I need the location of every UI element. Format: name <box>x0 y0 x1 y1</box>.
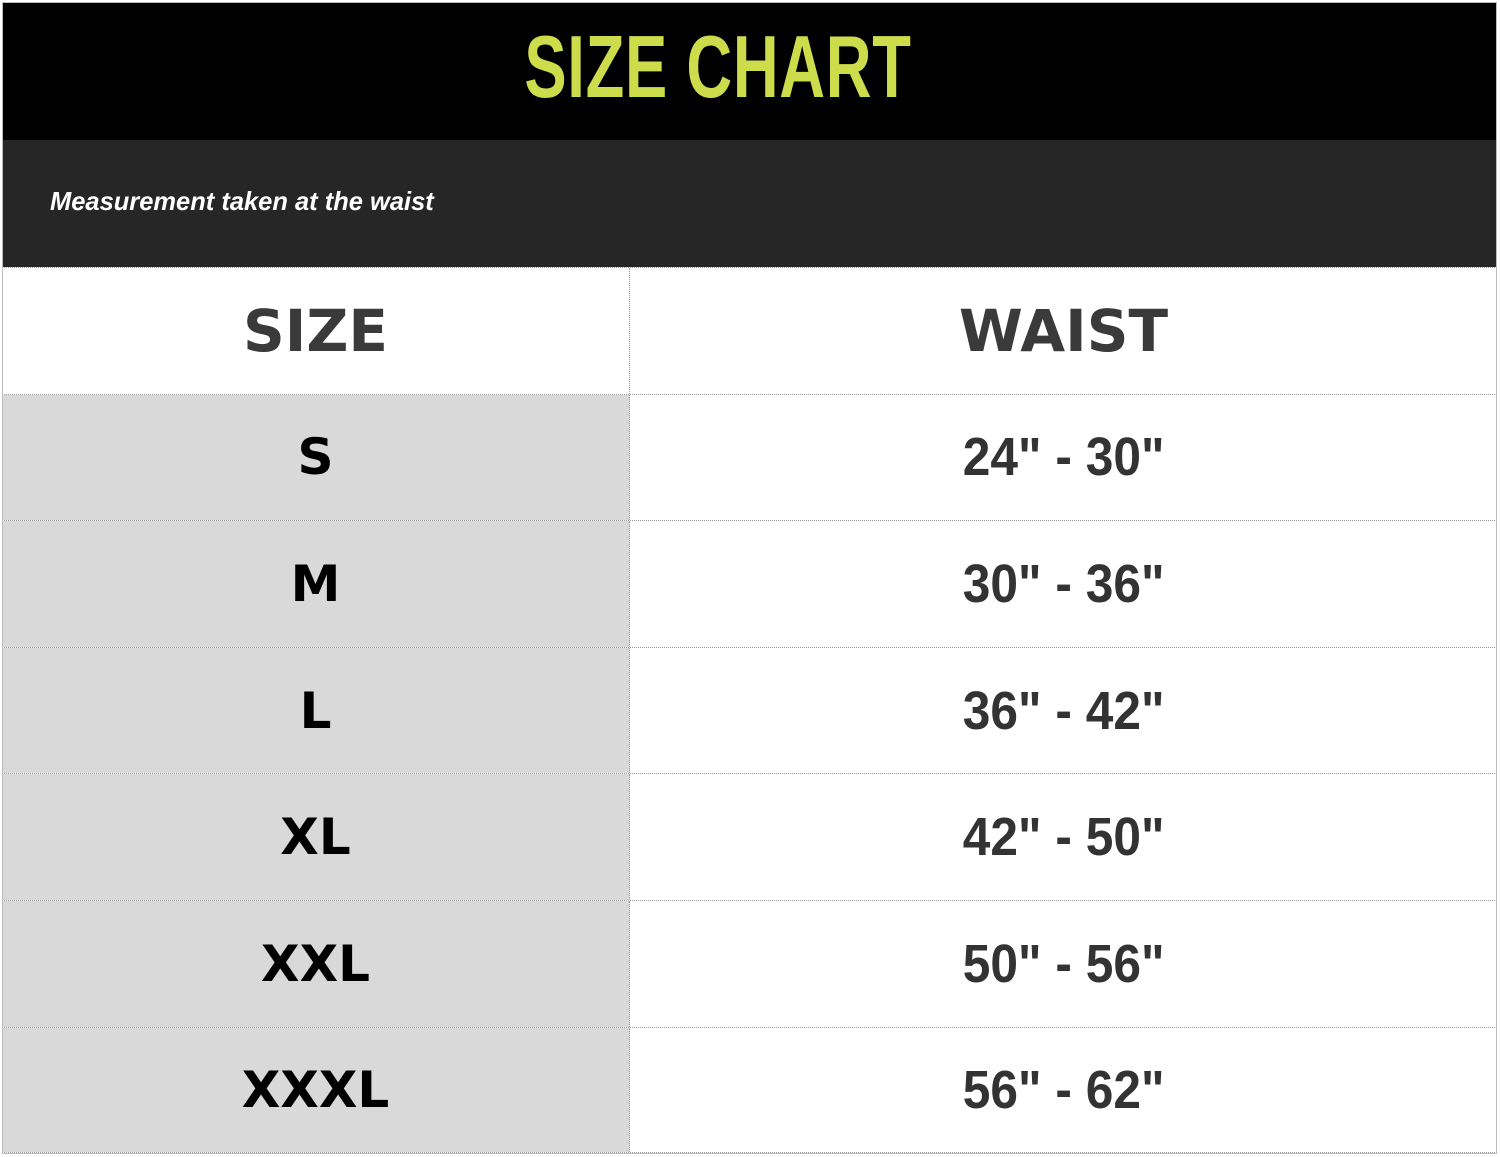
table-row: XXL 50" - 56" <box>2 899 1497 1027</box>
waist-cell: 24" - 30" <box>630 394 1497 521</box>
table-row: S 24" - 30" <box>2 393 1497 521</box>
table-row: XXXL 56" - 62" <box>2 1026 1497 1154</box>
table-header-row: SIZE WAIST <box>2 267 1497 394</box>
subtitle-banner: Measurement taken at the waist <box>2 140 1497 267</box>
size-cell: XXXL <box>2 1027 630 1153</box>
table-row: L 36" - 42" <box>2 646 1497 774</box>
waist-cell: 42" - 50" <box>630 774 1497 900</box>
waist-value: 50" - 56" <box>962 933 1165 994</box>
table-row: M 30" - 36" <box>2 520 1497 647</box>
size-cell: XXL <box>2 900 630 1027</box>
size-cell: XL <box>2 774 630 900</box>
waist-cell: 36" - 42" <box>630 647 1497 774</box>
waist-value: 56" - 62" <box>962 1059 1165 1120</box>
waist-value: 30" - 36" <box>962 553 1165 614</box>
size-cell: S <box>2 394 630 521</box>
size-cell: M <box>2 521 630 647</box>
waist-cell: 56" - 62" <box>630 1027 1497 1153</box>
size-cell: L <box>2 647 630 774</box>
subtitle: Measurement taken at the waist <box>50 186 434 216</box>
waist-cell: 50" - 56" <box>630 900 1497 1027</box>
waist-value: 42" - 50" <box>962 807 1165 868</box>
header-waist: WAIST <box>958 296 1169 365</box>
title-banner: SIZE CHART <box>2 2 1497 140</box>
waist-value: 24" - 30" <box>962 427 1165 488</box>
header-size: SIZE <box>2 268 630 394</box>
waist-cell: 30" - 36" <box>630 521 1497 647</box>
table-row: XL 42" - 50" <box>2 773 1497 900</box>
size-table: SIZE WAIST S 24" - 30" M 30" - 36" L 36"… <box>2 267 1497 1154</box>
waist-value: 36" - 42" <box>962 680 1165 741</box>
page-title: SIZE CHART <box>524 17 912 116</box>
